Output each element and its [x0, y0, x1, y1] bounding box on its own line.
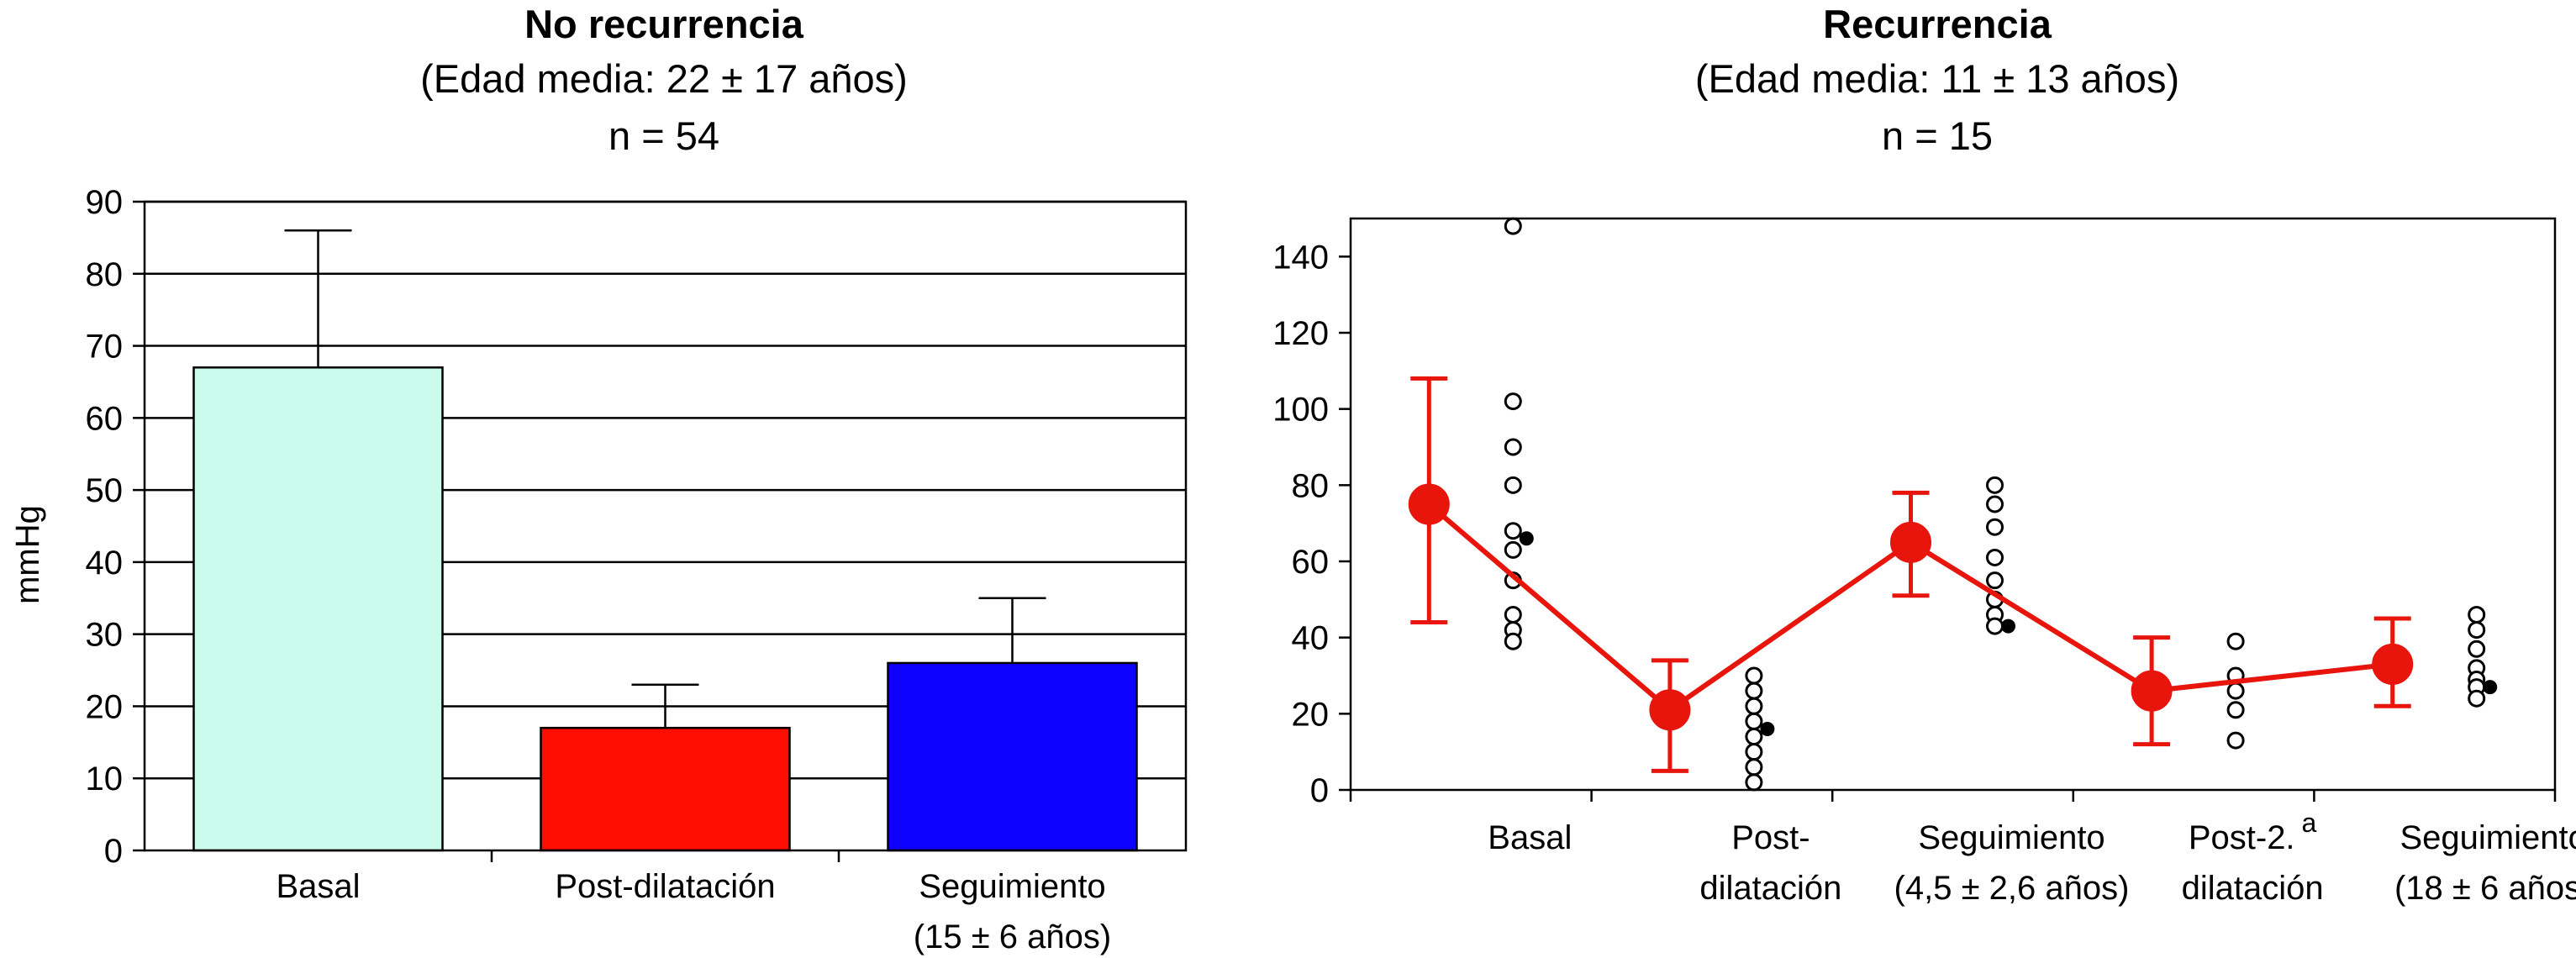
right-y-tick-label: 40	[1292, 620, 1330, 657]
left-category-label: Seguimiento	[919, 868, 1105, 905]
right-individual-point-open	[1986, 495, 2004, 513]
right-individual-point-open	[1745, 773, 1763, 792]
left-chart-subtitle-n: n = 54	[608, 113, 719, 158]
right-individual-point-filled	[1519, 531, 1534, 546]
right-mean-point	[2372, 643, 2414, 685]
right-line-chart: 0 20 40 60 80 100 120 140 Basal Post-dilatación Se…	[1272, 217, 2576, 907]
right-chart-title: Recurrencia	[1823, 2, 2052, 46]
right-individual-point-open	[2226, 701, 2245, 719]
right-y-tick-label: 20	[1292, 696, 1330, 733]
left-y-tick-label: 40	[86, 545, 124, 582]
right-individual-point-open	[2226, 682, 2245, 700]
right-individual-point-filled	[2483, 680, 2498, 695]
right-individual-point-open	[1745, 697, 1763, 715]
right-individual-point-open	[1745, 666, 1763, 685]
right-category-label: Post-	[1731, 819, 1810, 856]
left-chart-subtitle-age: (Edad media: 22 ± 17 años)	[420, 56, 908, 101]
right-individual-point-open	[1504, 438, 1522, 456]
right-individual-point-open	[1745, 743, 1763, 761]
left-bar	[540, 726, 791, 852]
left-y-tick-label: 20	[86, 688, 124, 725]
right-y-tick-label: 60	[1292, 544, 1330, 581]
left-y-tick-label: 90	[86, 184, 124, 221]
right-mean-point	[1890, 521, 1931, 563]
right-individual-point-open	[1504, 605, 1522, 624]
right-y-tick-label: 0	[1310, 772, 1329, 809]
left-y-axis-label: mmHg	[9, 505, 46, 604]
left-y-tick-label: 70	[86, 329, 124, 366]
right-individual-point-open	[1745, 682, 1763, 700]
left-y-tick-label: 50	[86, 472, 124, 509]
right-y-tick-label: 140	[1272, 239, 1329, 276]
right-individual-point-open	[2468, 689, 2486, 708]
left-y-tick-label: 60	[86, 400, 124, 437]
right-category-label: (4,5 ± 2,6 años)	[1894, 870, 2130, 907]
right-individual-point-open	[1504, 392, 1522, 411]
left-bar	[192, 366, 444, 852]
right-y-tick-label: 100	[1272, 392, 1329, 429]
right-individual-point-open	[1504, 476, 1522, 494]
left-bar-chart: 0 10 20 30 40 50 60 70 80 90 Basal Post-dilatación S…	[86, 184, 1188, 955]
right-individual-point-open	[2468, 605, 2486, 624]
right-individual-point-open	[1745, 728, 1763, 746]
right-category-label: (18 ± 6 años)	[2394, 870, 2576, 907]
right-individual-point-open	[1986, 518, 2004, 536]
left-chart-title: No recurrencia	[524, 2, 804, 46]
right-individual-point-open	[2468, 640, 2486, 658]
left-category-label: Post-dilatación	[555, 868, 775, 905]
right-individual-point-open	[2226, 632, 2245, 650]
right-category-superscript: a	[2302, 808, 2317, 838]
right-y-tick-label: 80	[1292, 467, 1330, 504]
left-category-label: (15 ± 6 años)	[914, 919, 1111, 955]
right-plot-frame	[1349, 217, 2557, 792]
right-individual-point-open	[1745, 758, 1763, 776]
right-individual-point-open	[1986, 617, 2004, 635]
right-individual-point-open	[1745, 712, 1763, 730]
right-individual-point-open	[1986, 571, 2004, 590]
right-mean-point	[2131, 670, 2173, 712]
right-chart-subtitle-n: n = 15	[1882, 113, 1993, 158]
left-bar	[887, 661, 1138, 852]
right-category-label: Post-2. a	[2189, 808, 2317, 856]
right-category-label: dilatación	[2182, 870, 2324, 907]
left-y-tick-label: 30	[86, 617, 124, 654]
right-category-label: Basal	[1488, 819, 1572, 856]
right-individual-point-open	[1986, 476, 2004, 494]
right-category-label: Seguimiento	[2400, 819, 2576, 856]
right-individual-point-filled	[1760, 721, 1775, 736]
right-category-label: dilatación	[1699, 870, 1841, 907]
left-y-tick-label: 80	[86, 256, 124, 293]
right-individual-point-open	[2226, 731, 2245, 750]
right-individual-point-open	[1504, 540, 1522, 559]
right-chart-subtitle-age: (Edad media: 11 ± 13 años)	[1695, 56, 2179, 101]
right-category-label: Seguimiento	[1918, 819, 2105, 856]
right-individual-point-filled	[2001, 618, 2015, 634]
right-mean-point	[1649, 689, 1691, 731]
right-individual-point-open	[2468, 621, 2486, 640]
right-individual-point-open	[1504, 217, 1522, 235]
right-individual-point-open	[1504, 632, 1522, 650]
right-individual-point-open	[1504, 522, 1522, 540]
left-y-tick-label: 10	[86, 761, 124, 797]
left-y-tick-label: 0	[104, 833, 123, 870]
left-plot-frame	[143, 200, 1188, 852]
right-individual-point-open	[1986, 548, 2004, 566]
right-y-tick-label: 120	[1272, 315, 1329, 352]
right-mean-point	[1408, 483, 1450, 525]
left-category-label: Basal	[276, 868, 360, 905]
